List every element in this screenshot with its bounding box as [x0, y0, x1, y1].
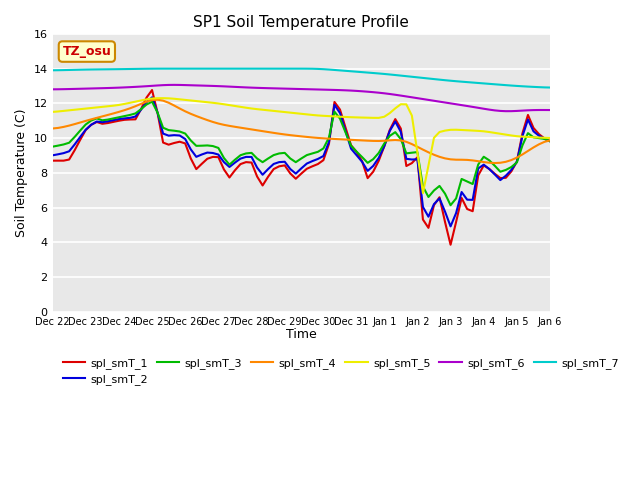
spl_smT_1	[546, 138, 554, 144]
spl_smT_1	[109, 119, 117, 125]
spl_smT_6	[181, 82, 189, 88]
spl_smT_5	[159, 96, 167, 101]
spl_smT_4	[541, 139, 548, 144]
Line: spl_smT_6: spl_smT_6	[52, 85, 550, 111]
spl_smT_3	[342, 130, 349, 135]
Line: spl_smT_5: spl_smT_5	[52, 98, 550, 193]
spl_smT_5	[419, 190, 427, 196]
spl_smT_7	[535, 84, 543, 90]
spl_smT_4	[546, 137, 554, 143]
spl_smT_6	[541, 107, 548, 113]
spl_smT_6	[164, 82, 172, 88]
spl_smT_3	[49, 144, 56, 150]
Line: spl_smT_4: spl_smT_4	[52, 100, 550, 163]
spl_smT_1	[148, 87, 156, 93]
spl_smT_6	[474, 105, 482, 111]
spl_smT_1	[447, 242, 454, 248]
spl_smT_3	[148, 99, 156, 105]
spl_smT_3	[447, 203, 454, 208]
Legend: spl_smT_1, spl_smT_2, spl_smT_3, spl_smT_4, spl_smT_5, spl_smT_6, spl_smT_7: spl_smT_1, spl_smT_2, spl_smT_3, spl_smT…	[58, 353, 623, 389]
spl_smT_3	[181, 131, 189, 136]
spl_smT_2	[109, 117, 117, 123]
spl_smT_3	[541, 136, 548, 142]
spl_smT_4	[181, 108, 189, 114]
Line: spl_smT_7: spl_smT_7	[52, 69, 550, 87]
spl_smT_2	[181, 136, 189, 142]
spl_smT_7	[164, 66, 172, 72]
spl_smT_5	[49, 109, 56, 115]
spl_smT_2	[148, 95, 156, 100]
Line: spl_smT_2: spl_smT_2	[52, 97, 550, 227]
spl_smT_2	[541, 136, 548, 142]
spl_smT_6	[49, 86, 56, 92]
spl_smT_1	[49, 158, 56, 164]
Text: TZ_osu: TZ_osu	[63, 45, 111, 58]
spl_smT_4	[49, 126, 56, 132]
spl_smT_4	[109, 110, 117, 116]
spl_smT_2	[480, 162, 488, 168]
spl_smT_6	[342, 87, 349, 93]
spl_smT_5	[342, 114, 349, 120]
Line: spl_smT_1: spl_smT_1	[52, 90, 550, 245]
spl_smT_1	[170, 140, 178, 146]
spl_smT_6	[170, 82, 178, 88]
spl_smT_6	[546, 107, 554, 113]
Title: SP1 Soil Temperature Profile: SP1 Soil Temperature Profile	[193, 15, 409, 30]
spl_smT_3	[480, 154, 488, 160]
spl_smT_7	[109, 66, 117, 72]
spl_smT_2	[49, 153, 56, 158]
spl_smT_5	[546, 135, 554, 141]
spl_smT_2	[342, 128, 349, 134]
spl_smT_1	[181, 141, 189, 146]
spl_smT_1	[480, 163, 488, 168]
spl_smT_5	[181, 97, 189, 103]
spl_smT_6	[109, 85, 117, 91]
spl_smT_7	[546, 84, 554, 90]
spl_smT_7	[49, 67, 56, 73]
spl_smT_4	[491, 160, 499, 166]
spl_smT_7	[541, 84, 548, 90]
spl_smT_5	[541, 135, 548, 141]
spl_smT_1	[541, 136, 548, 142]
spl_smT_1	[342, 125, 349, 131]
spl_smT_6	[502, 108, 509, 114]
Y-axis label: Soil Temperature (C): Soil Temperature (C)	[15, 108, 28, 237]
Line: spl_smT_3: spl_smT_3	[52, 102, 550, 205]
spl_smT_2	[170, 132, 178, 138]
spl_smT_4	[342, 137, 349, 143]
spl_smT_7	[176, 66, 184, 72]
spl_smT_5	[480, 129, 488, 134]
spl_smT_5	[170, 96, 178, 102]
spl_smT_4	[474, 158, 482, 164]
spl_smT_7	[474, 80, 482, 86]
X-axis label: Time: Time	[286, 328, 317, 341]
spl_smT_4	[154, 97, 161, 103]
spl_smT_3	[109, 116, 117, 121]
spl_smT_3	[546, 138, 554, 144]
spl_smT_2	[447, 224, 454, 229]
spl_smT_7	[181, 66, 189, 72]
spl_smT_3	[170, 128, 178, 133]
spl_smT_4	[170, 103, 178, 108]
spl_smT_5	[109, 103, 117, 108]
spl_smT_2	[546, 138, 554, 144]
